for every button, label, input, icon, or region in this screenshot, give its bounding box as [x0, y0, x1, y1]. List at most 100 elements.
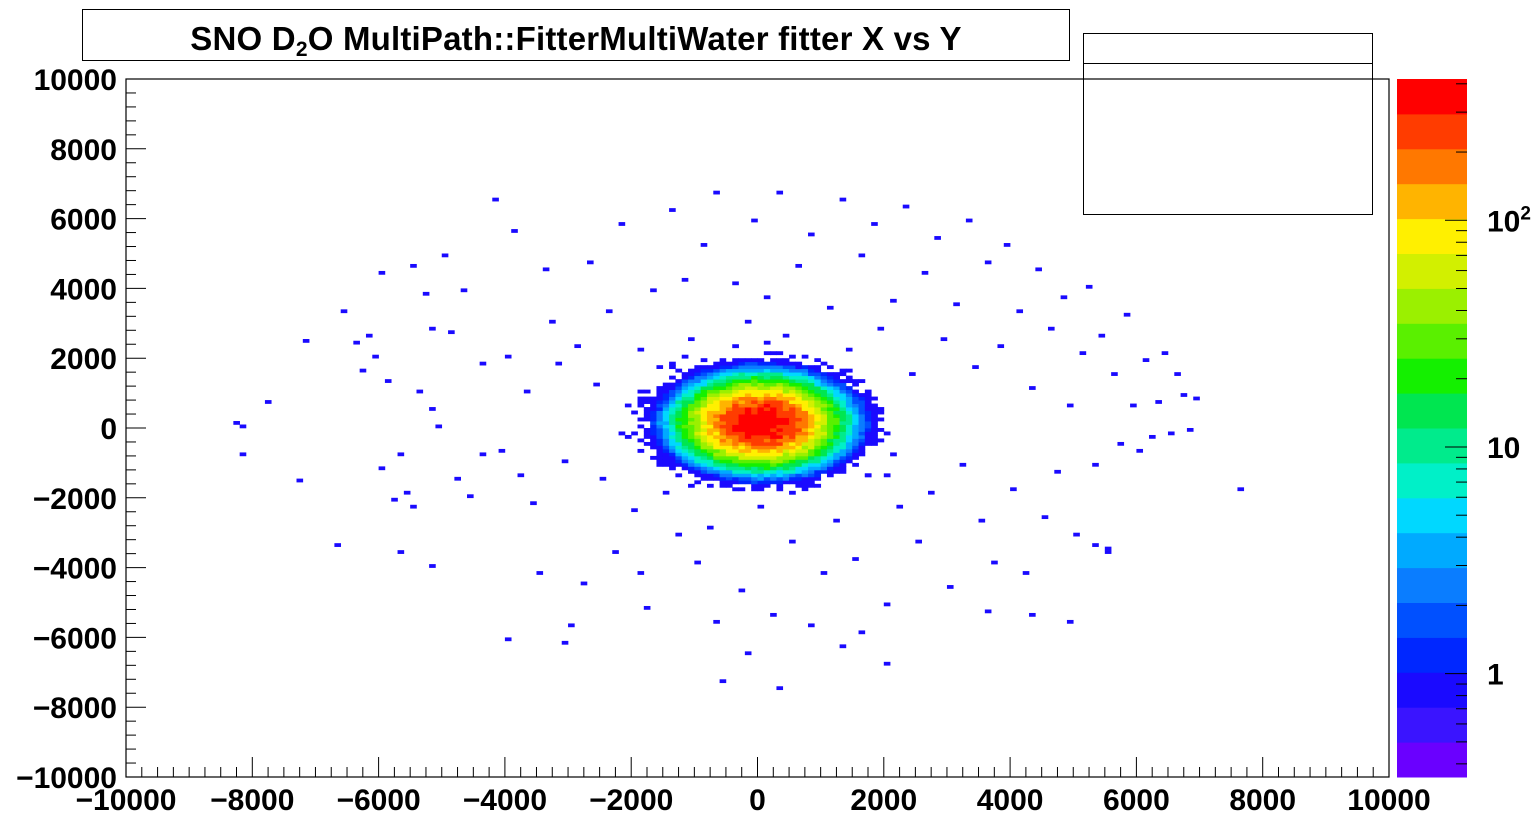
heatmap-cell — [757, 417, 765, 422]
heatmap-cell — [858, 403, 866, 408]
heatmap-cell — [757, 452, 765, 457]
heatmap-cell — [719, 417, 727, 422]
heatmap-cell — [770, 466, 777, 471]
heatmap-cell — [422, 291, 430, 296]
heatmap-cell — [770, 424, 777, 429]
heatmap-cell — [808, 379, 815, 384]
y-tick-label: 4000 — [50, 273, 117, 306]
heatmap-cell — [700, 431, 708, 436]
heatmap-cell — [782, 459, 790, 464]
heatmap-cell — [681, 452, 689, 457]
heatmap-cell — [650, 403, 657, 408]
heatmap-cell — [789, 424, 796, 429]
heatmap-cell — [706, 365, 714, 370]
heatmap-cell — [694, 480, 702, 485]
heatmap-cell — [833, 389, 840, 394]
heatmap-cell — [770, 434, 777, 439]
y-axis: 10000 8000 6000 4000 2000 0 −2000 −4000 −6000 −80… — [16, 64, 146, 795]
heatmap-cell — [719, 372, 727, 377]
heatmap-cell — [744, 448, 752, 453]
heatmap-cell — [688, 421, 695, 425]
heatmap-cell — [738, 382, 746, 387]
heatmap-cell — [713, 476, 721, 481]
heatmap-cell — [744, 417, 752, 422]
heatmap-cell — [713, 445, 721, 450]
heatmap-cell — [757, 365, 765, 370]
heatmap-cell — [751, 487, 758, 492]
heatmap-cell — [833, 466, 840, 471]
heatmap-cell — [858, 431, 866, 436]
heatmap-cell — [820, 372, 828, 377]
heatmap-cell — [643, 428, 651, 432]
heatmap-cell — [763, 466, 771, 471]
heatmap-cell — [732, 476, 739, 481]
heatmap-cell — [801, 466, 809, 471]
heatmap-cell — [605, 309, 613, 314]
heatmap-cell — [839, 434, 847, 439]
heatmap-cell — [757, 487, 765, 492]
heatmap-cell — [700, 379, 708, 384]
heatmap-cell — [706, 382, 714, 387]
heatmap-cell — [744, 361, 752, 366]
heatmap-cell — [650, 434, 657, 439]
heatmap-cell — [909, 372, 916, 376]
heatmap-cell — [700, 403, 708, 408]
heatmap-cell — [706, 375, 714, 380]
heatmap-cell — [637, 403, 645, 408]
heatmap-cell — [675, 448, 683, 453]
heatmap-cell — [946, 585, 954, 589]
heatmap-cell — [732, 455, 739, 460]
colorbar-swatch — [1397, 79, 1467, 115]
x-tick-label: 4000 — [977, 784, 1044, 817]
heatmap-cell — [643, 417, 651, 422]
heatmap-cell — [852, 389, 859, 394]
heatmap-cell — [789, 452, 796, 457]
heatmap-cell — [713, 190, 720, 195]
heatmap-cell — [713, 400, 721, 404]
heatmap-cell — [467, 494, 474, 499]
heatmap-cell — [839, 386, 847, 391]
heatmap-cell — [732, 396, 739, 401]
heatmap-cell — [681, 448, 689, 453]
heatmap-cell — [776, 424, 784, 429]
heatmap-cell — [751, 414, 758, 418]
heatmap-cell — [650, 396, 657, 401]
heatmap-cell — [681, 375, 689, 380]
heatmap-cell — [744, 396, 752, 401]
heatmap-cell — [789, 480, 796, 485]
heatmap-cell — [826, 445, 834, 450]
heatmap-cell — [662, 431, 670, 436]
heatmap-cell — [801, 375, 809, 380]
heatmap-cell — [820, 466, 828, 471]
heatmap-cell — [719, 679, 727, 684]
heatmap-cell — [669, 431, 676, 436]
heatmap-cell — [732, 375, 739, 380]
heatmap-cell — [732, 448, 739, 453]
heatmap-cell — [700, 375, 708, 380]
heatmap-cell — [839, 382, 847, 387]
heatmap-cell — [675, 382, 683, 387]
heatmap-cell — [801, 462, 809, 467]
heatmap-cell — [732, 466, 739, 471]
heatmap-cell — [845, 438, 853, 443]
heatmap-cell — [839, 389, 847, 394]
heatmap-cell — [397, 550, 405, 554]
heatmap-cell — [852, 403, 859, 408]
heatmap-cell — [706, 476, 714, 481]
heatmap-cell — [751, 480, 758, 485]
heatmap-cell — [725, 438, 733, 443]
heatmap-cell — [789, 396, 796, 401]
heatmap-cell — [858, 421, 866, 425]
y-tick-label: −6000 — [33, 622, 117, 655]
heatmap-cell — [725, 428, 733, 432]
heatmap-cell — [681, 277, 689, 282]
heatmap-cell — [782, 480, 790, 485]
heatmap-cell — [669, 403, 676, 408]
heatmap-cell — [871, 441, 878, 446]
heatmap-cell — [833, 382, 840, 387]
heatmap-cell — [833, 428, 840, 432]
heatmap-cell — [814, 400, 822, 404]
heatmap-cell — [770, 473, 777, 478]
heatmap-cell — [852, 410, 859, 415]
heatmap-cell — [776, 686, 784, 691]
